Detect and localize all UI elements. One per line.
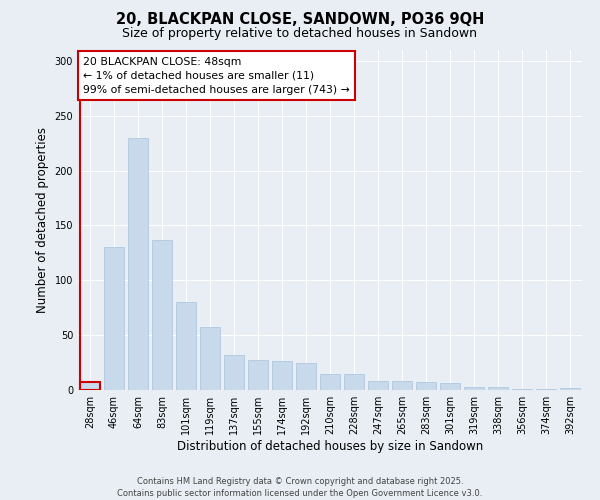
Bar	[488, 386, 508, 390]
Bar	[128, 138, 148, 390]
Bar	[560, 388, 580, 390]
Bar	[272, 362, 292, 390]
Bar	[224, 355, 244, 390]
Bar	[392, 381, 412, 390]
Bar	[152, 240, 172, 390]
Bar	[200, 328, 220, 390]
Bar	[344, 374, 364, 390]
Text: 20 BLACKPAN CLOSE: 48sqm
← 1% of detached houses are smaller (11)
99% of semi-de: 20 BLACKPAN CLOSE: 48sqm ← 1% of detache…	[83, 57, 350, 95]
Bar	[320, 374, 340, 390]
Bar	[536, 389, 556, 390]
Bar	[296, 362, 316, 390]
X-axis label: Distribution of detached houses by size in Sandown: Distribution of detached houses by size …	[177, 440, 483, 453]
Bar	[440, 384, 460, 390]
Bar	[104, 248, 124, 390]
Bar	[416, 382, 436, 390]
Text: Size of property relative to detached houses in Sandown: Size of property relative to detached ho…	[122, 28, 478, 40]
Y-axis label: Number of detached properties: Number of detached properties	[36, 127, 49, 313]
Text: 20, BLACKPAN CLOSE, SANDOWN, PO36 9QH: 20, BLACKPAN CLOSE, SANDOWN, PO36 9QH	[116, 12, 484, 28]
Bar	[464, 386, 484, 390]
Bar	[80, 382, 100, 390]
Bar	[512, 389, 532, 390]
Text: Contains HM Land Registry data © Crown copyright and database right 2025.
Contai: Contains HM Land Registry data © Crown c…	[118, 476, 482, 498]
Bar	[368, 381, 388, 390]
Bar	[248, 360, 268, 390]
Bar	[176, 302, 196, 390]
